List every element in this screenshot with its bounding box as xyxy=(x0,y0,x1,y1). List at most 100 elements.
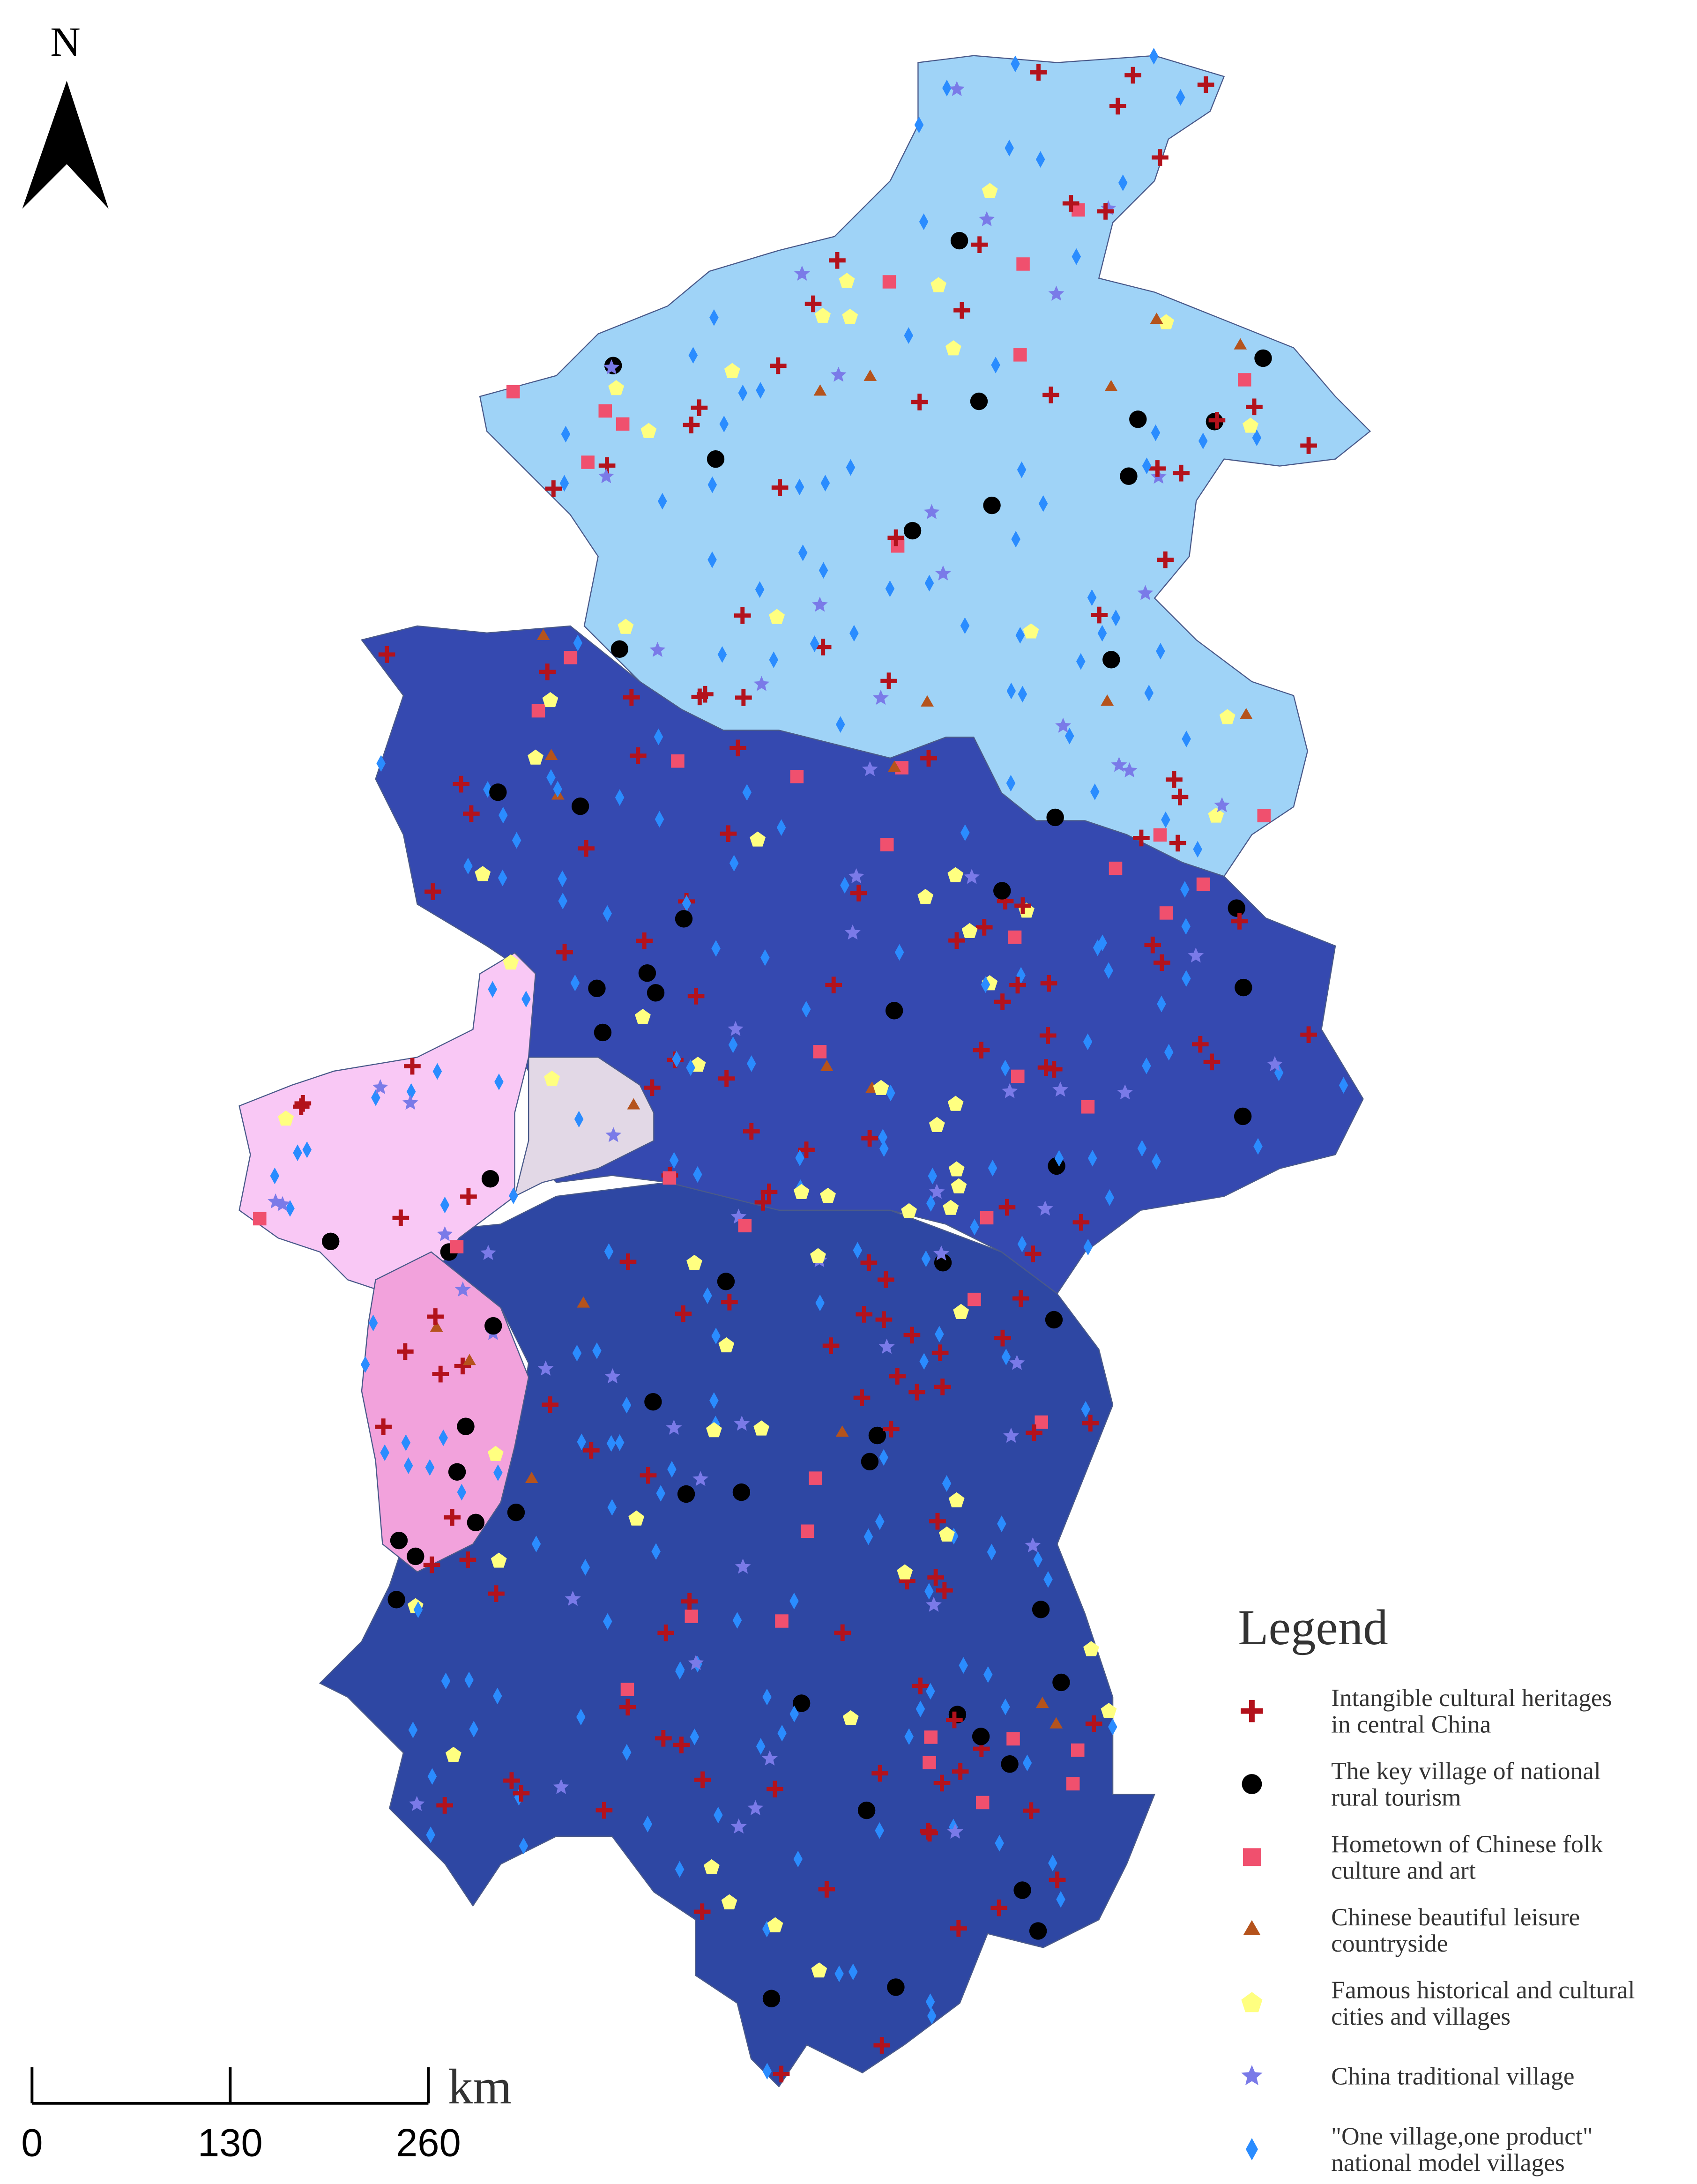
symbol-star xyxy=(935,565,951,581)
symbol-cross xyxy=(973,1740,990,1757)
circle xyxy=(1046,808,1064,827)
symbol-cross xyxy=(880,672,897,690)
pentagon xyxy=(982,183,998,198)
square xyxy=(980,1211,994,1225)
star xyxy=(949,81,965,96)
triangle xyxy=(1101,694,1114,706)
symbol-star xyxy=(727,1021,744,1036)
diamond xyxy=(879,1449,888,1466)
symbol-cross xyxy=(673,1737,690,1753)
symbol-cross xyxy=(729,739,746,757)
symbol-cross xyxy=(578,840,595,857)
diamond xyxy=(432,1063,442,1080)
triangle xyxy=(863,369,877,381)
triangle xyxy=(1239,708,1253,719)
symbol-cross xyxy=(735,689,752,706)
symbol-diamond xyxy=(1118,174,1128,191)
symbol-cross xyxy=(503,1772,520,1789)
symbol-cross xyxy=(994,993,1011,1010)
cross xyxy=(760,1183,778,1200)
symbol-pentagon xyxy=(528,749,543,765)
cross xyxy=(1009,976,1026,994)
symbol-cross xyxy=(994,1329,1011,1347)
symbol-pentagon xyxy=(487,1446,504,1461)
cross xyxy=(948,932,965,949)
square xyxy=(253,1212,267,1226)
symbol-cross xyxy=(718,1070,735,1087)
diamond xyxy=(1152,1153,1161,1170)
cross xyxy=(1157,551,1174,568)
cross xyxy=(1231,913,1248,930)
symbol-star xyxy=(949,81,965,96)
legend-label: countryside xyxy=(1331,1929,1448,1957)
circle xyxy=(1235,978,1252,997)
symbol-cross xyxy=(655,1729,672,1747)
symbol-cross xyxy=(1082,1415,1099,1432)
symbol-star xyxy=(926,1596,942,1612)
symbol-cross xyxy=(582,1442,600,1459)
pentagon xyxy=(608,380,625,395)
cross xyxy=(463,805,480,822)
cross xyxy=(773,2065,790,2083)
cross xyxy=(673,1737,690,1753)
star xyxy=(1241,2065,1263,2086)
symbol-square xyxy=(1035,1415,1049,1429)
symbol-square xyxy=(1011,1069,1025,1083)
square xyxy=(506,385,520,399)
symbol-cross xyxy=(975,919,993,936)
symbol-cross xyxy=(691,399,708,416)
star xyxy=(1055,717,1072,733)
symbol-cross xyxy=(1246,398,1263,416)
symbol-pentagon xyxy=(686,1254,703,1270)
star xyxy=(666,1419,682,1435)
symbol-cross xyxy=(1026,1424,1042,1441)
symbol-circle xyxy=(638,964,656,982)
pentagon xyxy=(1219,709,1236,724)
symbol-cross xyxy=(681,1593,698,1610)
symbol-diamond xyxy=(615,789,625,806)
pentagon xyxy=(1158,314,1175,329)
symbol-cross xyxy=(936,1582,953,1599)
symbol-square xyxy=(790,769,804,783)
cross xyxy=(691,399,708,416)
cross xyxy=(911,394,928,410)
symbol-pentagon xyxy=(982,183,998,198)
cross xyxy=(1133,829,1150,847)
circle xyxy=(762,1990,781,2007)
symbol-star xyxy=(933,1245,949,1261)
circle xyxy=(1120,467,1138,485)
symbol-cross xyxy=(1091,606,1108,624)
cross xyxy=(721,1293,738,1311)
symbol-cross xyxy=(636,932,653,949)
symbol-pentagon xyxy=(628,1510,645,1526)
star xyxy=(979,211,995,226)
symbol-pentagon xyxy=(724,363,740,378)
symbol-star xyxy=(1037,1200,1053,1216)
cross xyxy=(1062,195,1079,212)
symbol-diamond xyxy=(915,1700,925,1717)
cross xyxy=(950,1920,967,1937)
cross xyxy=(754,1194,772,1211)
star xyxy=(762,1750,778,1766)
square xyxy=(923,1756,936,1770)
cross xyxy=(931,1344,949,1361)
symbol-pentagon xyxy=(917,889,934,904)
symbol-star xyxy=(1241,2065,1263,2086)
symbol-square xyxy=(1006,1732,1020,1746)
symbol-triangle xyxy=(430,1320,443,1332)
symbol-diamond xyxy=(1006,775,1016,792)
star xyxy=(275,1196,290,1211)
symbol-cross xyxy=(640,1467,657,1484)
cross xyxy=(1191,1036,1209,1053)
symbol-pentagon xyxy=(750,831,766,847)
cross xyxy=(769,357,787,374)
cross xyxy=(693,1903,711,1920)
symbol-diamond xyxy=(441,1672,451,1690)
circle xyxy=(983,496,1001,514)
symbol-pentagon xyxy=(1083,1641,1100,1656)
symbol-star xyxy=(598,468,614,484)
symbol-cross xyxy=(818,1881,835,1898)
symbol-diamond xyxy=(707,551,717,568)
diamond xyxy=(572,1344,582,1362)
